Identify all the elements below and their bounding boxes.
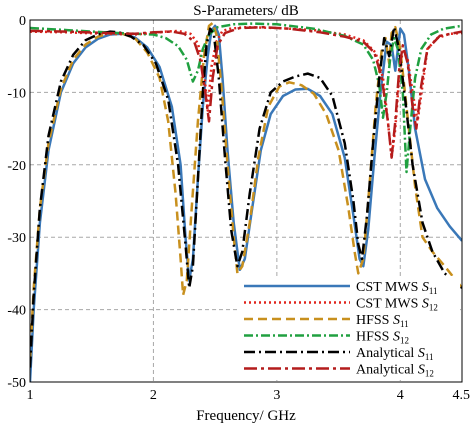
legend-label-prefix: Analytical	[356, 363, 418, 378]
series-line-4	[30, 25, 462, 368]
series-line-5	[30, 25, 462, 159]
legend-label-prefix: HFSS	[356, 313, 393, 328]
chart-title: S-Parameters/ dB	[193, 3, 298, 19]
legend-label-symbol: S	[393, 330, 400, 345]
legend-label: Analytical S12	[356, 363, 434, 379]
x-tick-label: 1	[27, 388, 34, 403]
legend-label-prefix: Analytical	[356, 346, 418, 361]
y-tick-label: 0	[19, 14, 26, 29]
x-tick-label: 3	[273, 388, 280, 403]
legend-label-subscript: 12	[429, 303, 438, 313]
y-tick-label: -50	[7, 376, 26, 391]
series-line-3	[30, 22, 462, 174]
legend-label: Analytical S11	[356, 346, 433, 362]
legend-label-subscript: 11	[425, 352, 434, 362]
legend-label-symbol: S	[422, 280, 429, 295]
y-tick-label: -10	[7, 86, 26, 101]
legend-label: HFSS S12	[356, 330, 409, 346]
legend-box	[240, 276, 460, 380]
legend-label-symbol: S	[418, 346, 425, 361]
legend-label: CST MWS S11	[356, 280, 438, 296]
legend-label: CST MWS S12	[356, 297, 438, 313]
legend-label-symbol: S	[393, 313, 400, 328]
x-tick-label: 4	[397, 388, 404, 403]
legend-label-prefix: CST MWS	[356, 297, 422, 312]
legend-label-symbol: S	[418, 363, 425, 378]
legend-label-prefix: HFSS	[356, 330, 393, 345]
series-layer	[30, 21, 462, 382]
tick-labels: 1 2 3 4 4.50-10-20-30-40-50	[7, 14, 470, 403]
y-tick-label: -40	[7, 304, 26, 319]
legend-label-symbol: S	[422, 297, 429, 312]
y-tick-label: -30	[7, 231, 26, 246]
legend-label: HFSS S11	[356, 313, 409, 329]
legend-label-subscript: 12	[400, 336, 409, 346]
x-tick-label: 4.5	[453, 388, 471, 403]
y-tick-label: -20	[7, 159, 26, 174]
legend-label-subscript: 12	[425, 369, 434, 379]
legend-label-subscript: 11	[400, 319, 409, 329]
series-line-2	[30, 21, 462, 361]
x-axis-label: Frequency/ GHz	[196, 408, 296, 424]
legend-label-subscript: 11	[429, 286, 438, 296]
x-tick-label: 2	[150, 388, 157, 403]
plot-frame	[29, 19, 463, 383]
legend-label-prefix: CST MWS	[356, 280, 422, 295]
